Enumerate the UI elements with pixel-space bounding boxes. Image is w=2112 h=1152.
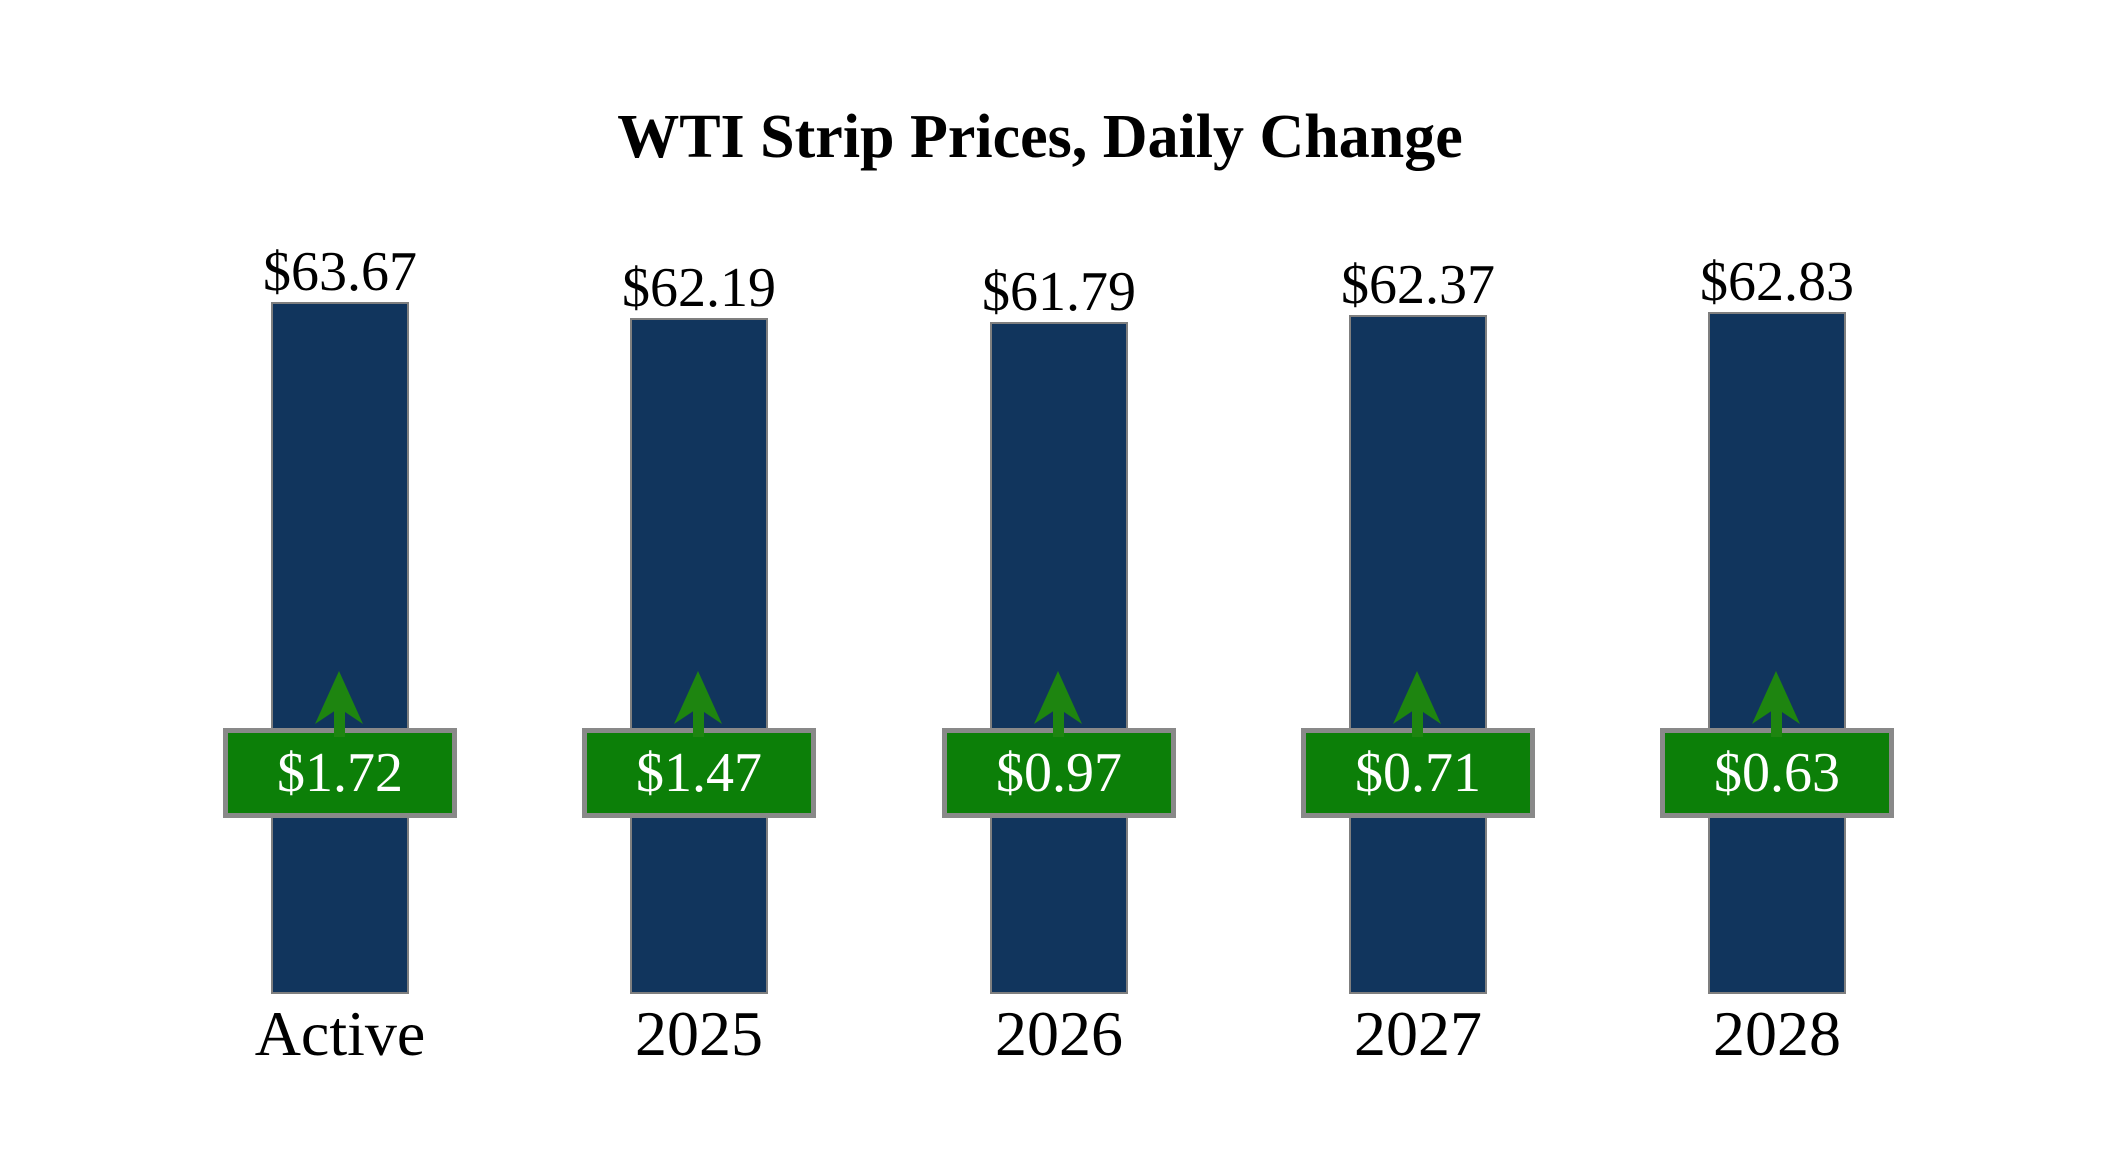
category-label: 2026 <box>995 998 1123 1069</box>
change-value: $0.97 <box>996 742 1122 804</box>
up-arrow-icon <box>674 671 722 737</box>
bar <box>990 322 1128 994</box>
change-value: $1.72 <box>277 742 403 804</box>
up-arrow-icon <box>1034 671 1082 737</box>
bar <box>271 302 409 994</box>
category-label: 2027 <box>1354 998 1482 1069</box>
category-label: 2028 <box>1713 998 1841 1069</box>
bar <box>630 318 768 994</box>
bar-group-2026: $61.79 $0.97 2026 <box>942 0 1176 1152</box>
price-label: $62.83 <box>1700 251 1854 313</box>
change-value: $0.63 <box>1714 742 1840 804</box>
up-arrow-icon <box>1393 671 1441 737</box>
bar <box>1708 312 1846 994</box>
bar-group-active: $63.67 $1.72 Active <box>223 0 457 1152</box>
bar-group-2028: $62.83 $0.63 2028 <box>1660 0 1894 1152</box>
price-label: $62.37 <box>1341 254 1495 316</box>
change-badge: $1.47 <box>582 728 816 818</box>
up-arrow-icon <box>315 671 363 737</box>
change-badge: $0.63 <box>1660 728 1894 818</box>
change-badge: $1.72 <box>223 728 457 818</box>
change-value: $1.47 <box>636 742 762 804</box>
price-label: $62.19 <box>622 257 776 319</box>
price-label: $63.67 <box>263 241 417 303</box>
price-label: $61.79 <box>982 261 1136 323</box>
change-value: $0.71 <box>1355 742 1481 804</box>
chart-title: WTI Strip Prices, Daily Change <box>617 103 1463 171</box>
bar <box>1349 315 1487 994</box>
change-badge: $0.97 <box>942 728 1176 818</box>
category-label: 2025 <box>635 998 763 1069</box>
change-badge: $0.71 <box>1301 728 1535 818</box>
category-label: Active <box>254 998 426 1069</box>
bar-group-2027: $62.37 $0.71 2027 <box>1301 0 1535 1152</box>
bar-group-2025: $62.19 $1.47 2025 <box>582 0 816 1152</box>
up-arrow-icon <box>1752 671 1800 737</box>
